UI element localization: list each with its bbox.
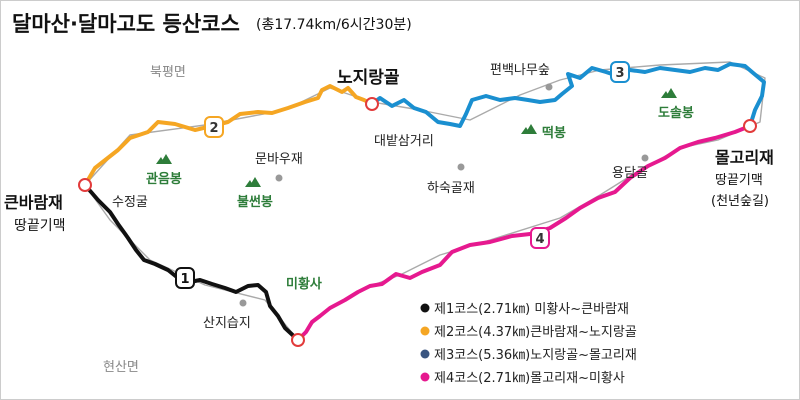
map-title: 달마산·달마고도 등산코스 — [12, 12, 240, 36]
pass-circle-icon — [78, 178, 92, 192]
legend: 제1코스(2.71㎞) 미황사~큰바람재 제2코스(4.37㎞)큰바람재~노지랑… — [420, 302, 637, 386]
place-ddeok: 떡봉 — [542, 125, 566, 141]
place-munbau: 문바우재 — [255, 152, 303, 167]
mountain-peak-icon — [521, 124, 537, 134]
place-sanji: 산지습지 — [203, 316, 251, 331]
waypoint-dot-icon — [641, 154, 649, 162]
course-marker-3-label: 3 — [615, 66, 624, 81]
pass-circle-icon — [365, 97, 379, 111]
place-gwaneum: 관음봉 — [146, 171, 182, 187]
course-marker-3: 3 — [610, 61, 630, 83]
place-yongdam: 용담골 — [612, 166, 648, 181]
place-mihwang: 미황사 — [286, 276, 322, 292]
legend-course-1-dot — [420, 303, 430, 313]
waypoint-dot-icon — [239, 299, 247, 307]
pass-circle-icon — [743, 119, 757, 133]
legend-course-2-dot — [420, 326, 430, 336]
course-marker-1: 1 — [175, 267, 195, 289]
place-mollgori-sub1: 땅끝기맥 — [715, 173, 763, 188]
region-south: 현산면 — [103, 360, 139, 375]
course-marker-4: 4 — [530, 227, 550, 249]
legend-course-1: 제1코스(2.71㎞) 미황사~큰바람재 — [434, 302, 629, 317]
place-hasuk: 하숙골재 — [427, 181, 475, 196]
legend-course-3: 제3코스(5.36㎞)노지랑골~몰고리재 — [434, 348, 637, 363]
place-keunbaram-sub: 땅끝기맥 — [14, 218, 66, 234]
legend-course-2: 제2코스(4.37㎞)큰바람재~노지랑골 — [434, 325, 637, 340]
place-mollgori-sub2: (천년숲길) — [711, 194, 769, 209]
legend-course-4-dot — [420, 372, 430, 382]
place-dosol: 도솔봉 — [658, 106, 694, 121]
course-4-route — [296, 124, 752, 342]
place-pyeonbaek: 편백나무숲 — [490, 63, 550, 78]
course-3-route — [370, 62, 766, 128]
map-subtitle: (총17.74km/6시간30분) — [256, 17, 412, 33]
mountain-peak-icon — [661, 88, 677, 98]
waypoint-dot-icon — [275, 174, 283, 182]
course-marker-1-label: 1 — [180, 272, 189, 287]
place-mollgori: 몰고리재 — [715, 148, 774, 167]
legend-course-4: 제4코스(2.71㎞)몰고리재~미황사 — [434, 371, 625, 386]
place-daebat: 대밭삼거리 — [374, 134, 434, 149]
waypoint-dot-icon — [545, 83, 553, 91]
place-sujeong: 수정굴 — [112, 195, 148, 210]
course-2-route — [83, 84, 374, 187]
place-keunbaram: 큰바람재 — [4, 193, 63, 212]
place-nojirang: 노지랑골 — [337, 68, 400, 88]
course-marker-4-label: 4 — [535, 232, 544, 247]
mountain-peak-icon — [156, 154, 172, 164]
course-marker-2: 2 — [204, 116, 224, 138]
course-marker-2-label: 2 — [209, 121, 218, 136]
region-north: 북평면 — [150, 65, 186, 80]
place-bulsseon: 불썬봉 — [237, 194, 273, 210]
waypoint-dot-icon — [457, 163, 465, 171]
pass-circle-icon — [291, 333, 305, 347]
legend-course-3-dot — [420, 349, 430, 359]
mountain-peak-icon — [245, 177, 261, 187]
